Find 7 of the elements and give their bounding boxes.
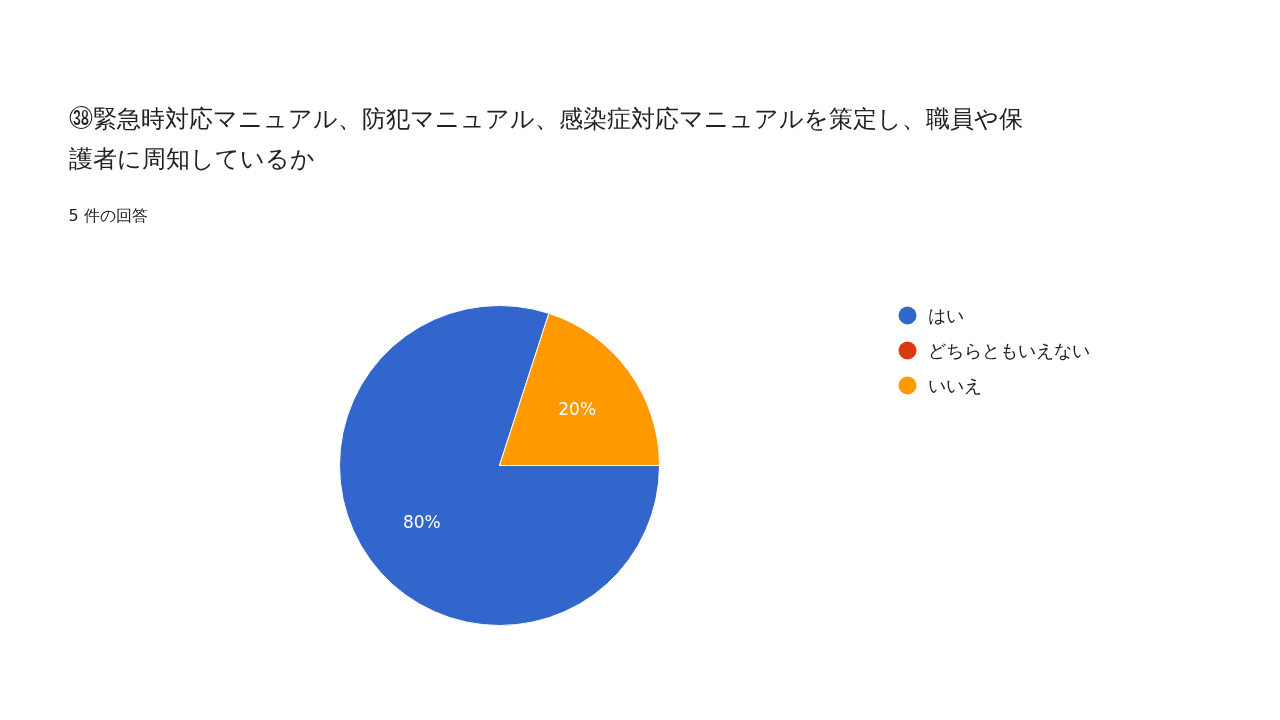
- text: 5 件の回答: [68, 206, 148, 225]
- data-label: 80%: [402, 511, 441, 532]
- legend-label: どちらともいえない: [927, 340, 1090, 361]
- chart-title: ㊳緊急時対応マニュアル、防犯マニュアル、感染症対応マニュアルを策定し、職員や保護者に周知しているか: [68, 104, 1023, 173]
- legend-label: はい: [927, 305, 964, 326]
- legend-label: いいえ: [927, 375, 982, 396]
- data-label: 20%: [558, 399, 597, 420]
